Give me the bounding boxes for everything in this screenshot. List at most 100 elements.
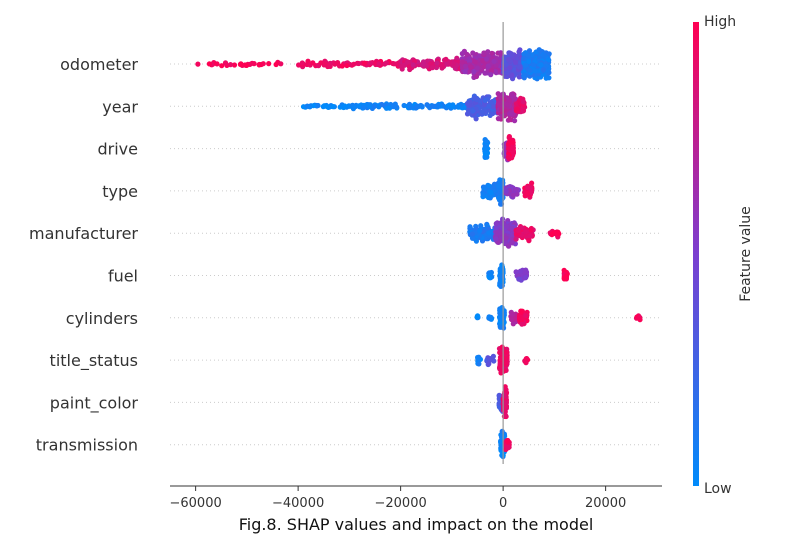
- shap-point: [488, 271, 494, 277]
- shap-point: [517, 315, 523, 321]
- shap-point: [491, 58, 497, 64]
- shap-point: [481, 50, 487, 56]
- shap-point: [523, 274, 529, 280]
- shap-point: [540, 67, 546, 73]
- shap-point: [473, 238, 479, 244]
- shap-point: [256, 61, 262, 68]
- shap-point: [495, 116, 501, 122]
- shap-point: [382, 61, 388, 67]
- shap-point: [462, 63, 469, 69]
- shap-point: [356, 60, 362, 67]
- shap-point: [509, 311, 515, 317]
- shap-point: [496, 392, 502, 398]
- shap-point: [517, 268, 524, 274]
- feature-label-transmission: transmission: [36, 436, 138, 455]
- shap-point: [451, 60, 457, 67]
- feature-points-drive: [482, 134, 516, 163]
- shap-point: [505, 154, 511, 160]
- shap-point: [502, 240, 508, 247]
- shap-point: [521, 73, 527, 79]
- shap-point: [538, 62, 544, 68]
- shap-point: [561, 275, 567, 281]
- shap-point: [527, 233, 533, 239]
- shap-point: [404, 59, 410, 65]
- shap-point: [206, 61, 212, 67]
- shap-point: [503, 188, 509, 194]
- shap-point: [379, 101, 385, 108]
- shap-point: [469, 231, 475, 237]
- shap-point: [278, 61, 284, 67]
- shap-point: [410, 62, 416, 68]
- shap-point: [492, 68, 498, 75]
- colorbar-high-label: High: [704, 14, 736, 30]
- shap-point: [523, 313, 529, 319]
- shap-point: [498, 439, 504, 445]
- shap-point: [519, 321, 525, 327]
- shap-point: [499, 344, 505, 350]
- shap-point: [450, 103, 456, 110]
- feature-points-type: [480, 177, 535, 207]
- shap-point: [506, 134, 512, 140]
- shap-point: [521, 51, 527, 57]
- shap-point: [466, 58, 473, 64]
- shap-point: [493, 225, 499, 231]
- shap-point: [482, 97, 488, 103]
- shap-point: [227, 62, 234, 68]
- shap-point: [351, 104, 357, 110]
- shap-point: [475, 354, 481, 361]
- feature-label-paint_color: paint_color: [50, 393, 139, 413]
- shap-point: [473, 116, 479, 122]
- shap-point: [459, 51, 465, 57]
- shap-point: [508, 51, 514, 57]
- shap-point: [414, 103, 420, 109]
- shap-point: [361, 105, 367, 111]
- shap-point: [497, 363, 503, 369]
- shap-point: [231, 62, 238, 68]
- shap-point: [509, 240, 515, 246]
- shap-point: [322, 61, 328, 67]
- shap-point: [249, 60, 255, 66]
- shap-point: [502, 412, 509, 418]
- shap-point: [501, 359, 507, 366]
- shap-point: [555, 229, 561, 235]
- shap-point: [459, 59, 465, 65]
- shap-point: [351, 61, 357, 67]
- shap-point: [486, 361, 492, 367]
- shap-point: [526, 48, 533, 54]
- shap-point: [299, 60, 305, 66]
- shap-point: [470, 108, 476, 114]
- shap-point: [339, 63, 345, 69]
- feature-points-year: [300, 91, 528, 124]
- shap-point: [549, 231, 555, 237]
- shap-point: [356, 103, 362, 109]
- shap-point: [429, 65, 436, 71]
- shap-point: [530, 62, 537, 68]
- shap-point: [527, 67, 533, 73]
- shap-point: [394, 61, 400, 67]
- shap-point: [222, 60, 229, 66]
- shap-point: [244, 62, 250, 68]
- shap-point: [507, 65, 513, 71]
- feature-label-title_status: title_status: [50, 351, 138, 371]
- shap-point: [496, 401, 502, 407]
- shap-point: [512, 59, 519, 66]
- shap-point: [522, 228, 529, 235]
- feature-label-type: type: [102, 182, 138, 201]
- shap-point: [321, 103, 327, 109]
- shap-point: [479, 109, 485, 115]
- shap-point: [543, 75, 549, 81]
- shap-point: [344, 62, 350, 69]
- shap-point: [376, 61, 382, 67]
- shap-point: [420, 62, 426, 68]
- shap-point: [219, 63, 225, 69]
- shap-point: [473, 73, 480, 80]
- feature-labels: odometer year drive type manufacturer fuel cyl…: [29, 55, 138, 455]
- shap-point: [367, 60, 373, 66]
- shap-point: [497, 350, 503, 356]
- shap-point: [490, 104, 497, 110]
- shap-point: [474, 314, 480, 320]
- shap-point: [506, 111, 513, 117]
- shap-point: [523, 62, 529, 69]
- colorbar-title: Feature value: [738, 206, 754, 302]
- shap-point: [340, 103, 346, 109]
